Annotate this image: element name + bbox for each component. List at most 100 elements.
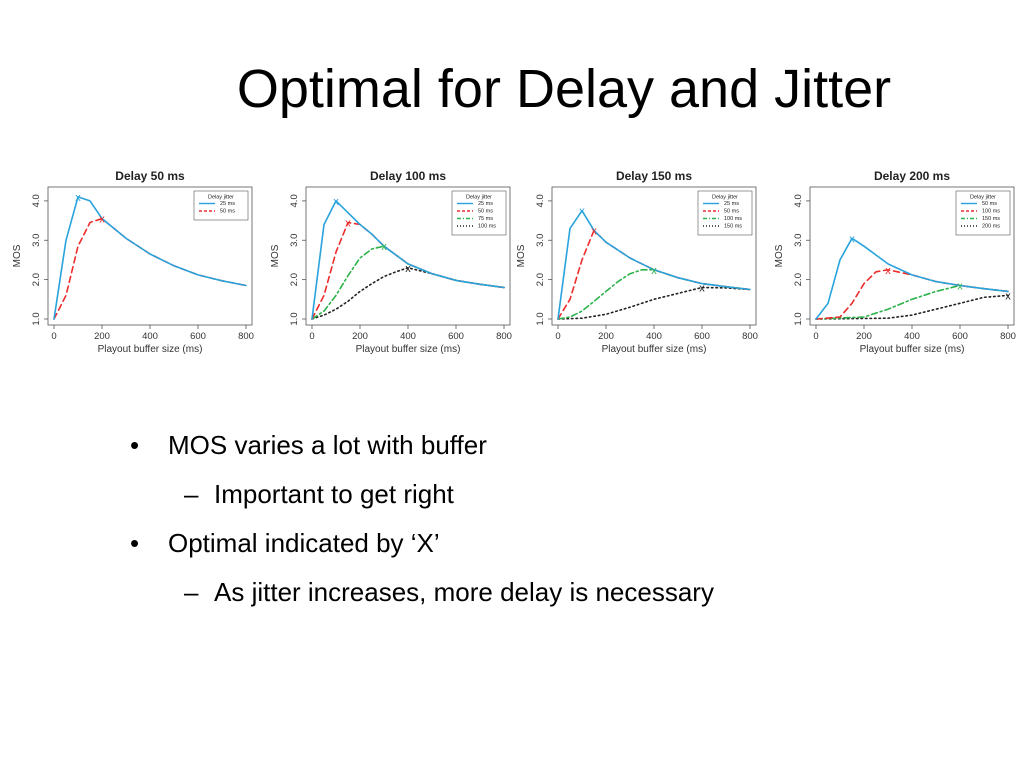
optimal-marker: x bbox=[405, 263, 411, 275]
y-tick-label: 3.0 bbox=[793, 234, 804, 247]
x-axis-label: Playout buffer size (ms) bbox=[98, 344, 203, 355]
chart-delay-150: Delay 150 ms 0 200 400 600 800 1.0 2.0 3.0 4.0 Pla… bbox=[512, 165, 762, 365]
series-line-100ms bbox=[311, 267, 505, 320]
bullet-item: • Optimal indicated by ‘X’ bbox=[130, 523, 714, 572]
bullet-text: MOS varies a lot with buffer bbox=[168, 430, 487, 460]
optimal-marker: x bbox=[345, 218, 351, 230]
x-tick-label: 600 bbox=[952, 331, 968, 342]
optimal-marker: x bbox=[333, 196, 339, 208]
x-tick-label: 0 bbox=[813, 331, 818, 342]
chart-svg: Delay 50 ms 0 200 400 600 800 1.0 2.0 3.0 4.0 Play… bbox=[12, 169, 254, 355]
optimal-marker: x bbox=[579, 206, 585, 218]
series-line-150ms bbox=[815, 284, 1009, 320]
chart-title: Delay 100 ms bbox=[370, 169, 446, 183]
legend-title: Delay jitter bbox=[712, 195, 738, 201]
x-axis-label: Playout buffer size (ms) bbox=[860, 344, 965, 355]
y-tick-label: 1.0 bbox=[793, 312, 804, 325]
series-line-200ms bbox=[815, 294, 1009, 320]
legend-title: Delay jitter bbox=[466, 195, 492, 201]
x-tick-label: 400 bbox=[646, 331, 662, 342]
y-tick-label: 2.0 bbox=[289, 273, 300, 286]
y-tick-label: 3.0 bbox=[31, 234, 42, 247]
chart-title: Delay 200 ms bbox=[874, 169, 950, 183]
sub-bullet-item: – Important to get right bbox=[130, 474, 714, 523]
x-tick-label: 200 bbox=[352, 331, 368, 342]
optimal-marker: x bbox=[381, 241, 387, 253]
legend-title: Delay jitter bbox=[208, 195, 234, 201]
x-tick-label: 400 bbox=[904, 331, 920, 342]
x-tick-label: 0 bbox=[555, 331, 560, 342]
x-tick-label: 400 bbox=[142, 331, 158, 342]
chart-svg: Delay 150 ms 0 200 400 600 800 1.0 2.0 3.0 4.0 Pla… bbox=[516, 169, 758, 355]
x-tick-label: 0 bbox=[309, 331, 314, 342]
x-tick-label: 200 bbox=[856, 331, 872, 342]
bullet-text: Optimal indicated by ‘X’ bbox=[168, 528, 440, 558]
legend-label: 50 ms bbox=[478, 209, 493, 215]
y-tick-label: 4.0 bbox=[535, 194, 546, 207]
x-tick-label: 200 bbox=[94, 331, 110, 342]
y-tick-label: 2.0 bbox=[31, 273, 42, 286]
legend-box bbox=[955, 190, 1011, 236]
y-tick-label: 3.0 bbox=[289, 234, 300, 247]
x-tick-label: 600 bbox=[448, 331, 464, 342]
legend-label: 100 ms bbox=[982, 209, 1000, 215]
legend-label: 75 ms bbox=[478, 216, 493, 222]
legend-label: 150 ms bbox=[982, 216, 1000, 222]
sub-bullet-text: As jitter increases, more delay is neces… bbox=[214, 577, 714, 607]
chart-delay-50: Delay 50 ms 0 200 400 600 800 1.0 2.0 3.0 4.0 Play… bbox=[8, 165, 258, 365]
legend-label: 25 ms bbox=[220, 201, 235, 207]
series-line-150ms bbox=[557, 286, 751, 320]
series-line-100ms bbox=[557, 269, 751, 320]
x-tick-label: 200 bbox=[598, 331, 614, 342]
y-axis-label: MOS bbox=[774, 244, 785, 267]
legend-label: 100 ms bbox=[724, 216, 742, 222]
legend-label: 150 ms bbox=[724, 224, 742, 230]
y-axis-label: MOS bbox=[516, 244, 527, 267]
x-tick-label: 800 bbox=[238, 331, 254, 342]
optimal-marker: x bbox=[99, 214, 105, 226]
sub-bullet-dash: – bbox=[184, 577, 199, 607]
series-line-25ms bbox=[311, 200, 505, 320]
bullet-dot: • bbox=[130, 430, 140, 460]
sub-bullet-text: Important to get right bbox=[214, 479, 454, 509]
optimal-marker: x bbox=[1005, 290, 1011, 302]
y-tick-label: 4.0 bbox=[31, 194, 42, 207]
chart-title: Delay 150 ms bbox=[616, 169, 692, 183]
y-tick-label: 3.0 bbox=[535, 234, 546, 247]
legend-label: 200 ms bbox=[982, 224, 1000, 230]
y-tick-label: 4.0 bbox=[289, 194, 300, 207]
optimal-marker: x bbox=[885, 265, 891, 277]
y-tick-label: 1.0 bbox=[289, 312, 300, 325]
optimal-marker: x bbox=[957, 281, 963, 293]
legend-box bbox=[451, 190, 507, 236]
slide-title: Optimal for Delay and Jitter bbox=[236, 59, 892, 119]
y-tick-label: 1.0 bbox=[31, 312, 42, 325]
series-line-100ms bbox=[815, 269, 1009, 320]
chart-delay-100: Delay 100 ms 0 200 400 600 800 1.0 2.0 3.0 4.0 Pla… bbox=[266, 165, 516, 365]
y-tick-label: 2.0 bbox=[793, 273, 804, 286]
optimal-marker: x bbox=[591, 225, 597, 237]
legend-label: 25 ms bbox=[478, 201, 493, 207]
legend-label: 50 ms bbox=[982, 201, 997, 207]
series-line-50ms bbox=[53, 217, 247, 320]
y-tick-label: 1.0 bbox=[535, 312, 546, 325]
y-tick-label: 4.0 bbox=[793, 194, 804, 207]
y-tick-label: 2.0 bbox=[535, 273, 546, 286]
x-tick-label: 800 bbox=[1000, 331, 1016, 342]
chart-title: Delay 50 ms bbox=[115, 169, 185, 183]
legend-label: 50 ms bbox=[220, 209, 235, 215]
chart-svg: Delay 100 ms 0 200 400 600 800 1.0 2.0 3.0 4.0 Pla… bbox=[270, 169, 512, 355]
series-line-50ms bbox=[815, 237, 1009, 320]
optimal-marker: x bbox=[651, 265, 657, 277]
x-tick-label: 800 bbox=[742, 331, 758, 342]
y-axis-label: MOS bbox=[12, 244, 23, 267]
x-axis-label: Playout buffer size (ms) bbox=[602, 344, 707, 355]
series-line-75ms bbox=[311, 245, 505, 320]
legend-box bbox=[193, 190, 249, 221]
chart-delay-200: Delay 200 ms 0 200 400 600 800 1.0 2.0 3.0 4.0 Pla… bbox=[770, 165, 1020, 365]
optimal-marker: x bbox=[699, 283, 705, 295]
legend-box bbox=[697, 190, 753, 236]
optimal-marker: x bbox=[849, 233, 855, 245]
bullet-list: • MOS varies a lot with buffer – Importa… bbox=[130, 425, 714, 621]
bullet-dot: • bbox=[130, 528, 140, 558]
